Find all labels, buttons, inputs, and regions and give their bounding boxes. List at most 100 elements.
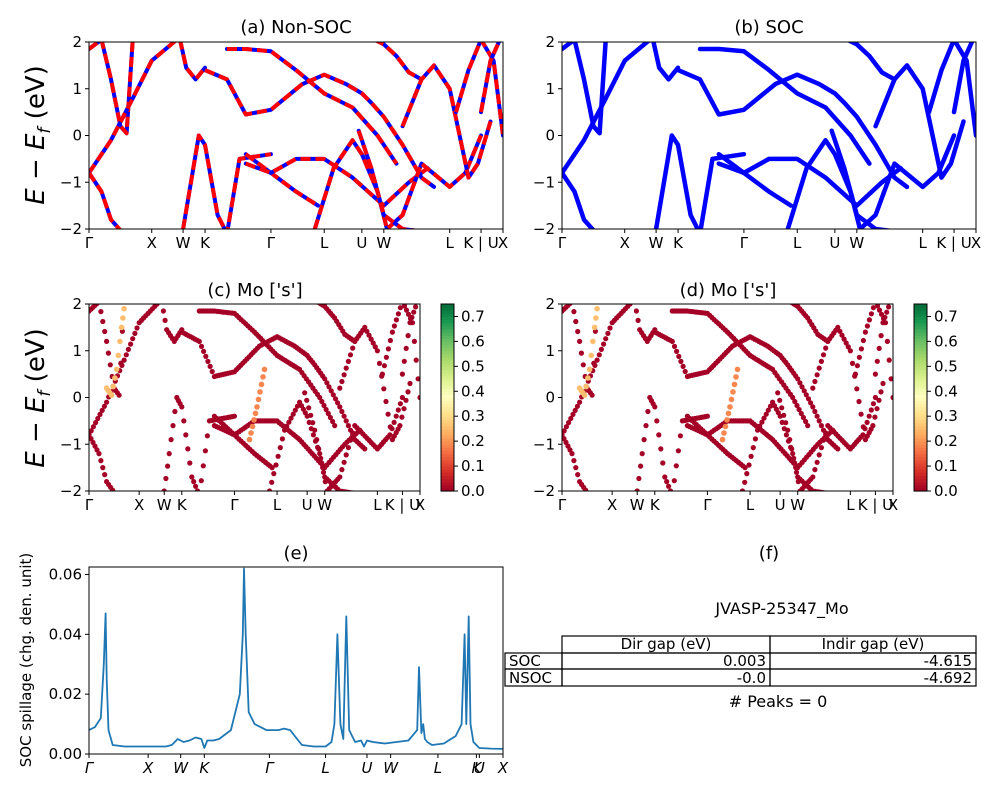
- table-cell-nsoc-indir: -4.692: [924, 669, 972, 687]
- projection-point: [820, 437, 827, 443]
- projection-point: [292, 407, 298, 413]
- gap-table: Dir gap (eV) Indir gap (eV) SOC 0.003 -4…: [504, 635, 977, 687]
- colorbar-tick-label: 0.1: [934, 457, 958, 475]
- colorbar-segment: [441, 425, 454, 430]
- y-tick-label: 1: [545, 80, 555, 98]
- projection-point-highlight: [725, 410, 732, 417]
- projection-point-highlight: [590, 338, 596, 345]
- projection-point: [105, 350, 111, 356]
- projection-point: [168, 437, 174, 443]
- projection-point: [607, 325, 613, 331]
- colorbar-segment: [914, 304, 927, 308]
- colorbar-segment: [914, 391, 927, 395]
- projection-point-highlight: [588, 352, 595, 359]
- y-tick-label: −2: [533, 482, 555, 500]
- colorbar-segment: [441, 322, 454, 327]
- projection-point: [635, 297, 640, 302]
- x-tick-label: Γ: [85, 496, 94, 514]
- table-cell: [769, 668, 977, 687]
- projection-point: [376, 360, 383, 366]
- projection-point: [566, 420, 572, 426]
- projection-point: [864, 323, 871, 329]
- projection-point-highlight: [113, 366, 120, 373]
- projection-point: [675, 448, 682, 454]
- colorbar-tick-label: 0.0: [934, 482, 958, 500]
- projection-point: [567, 304, 573, 307]
- projection-point-highlight: [583, 383, 589, 390]
- y-tick-label: 1: [545, 342, 555, 360]
- projection-point: [818, 423, 825, 429]
- x-tick-label: W: [849, 234, 864, 252]
- colorbar-segment: [441, 450, 454, 455]
- projection-point: [374, 348, 380, 354]
- colorbar-segment: [914, 419, 927, 424]
- projection-point: [320, 465, 326, 471]
- colorbar-segment: [914, 313, 927, 318]
- projection-point: [96, 451, 102, 457]
- colorbar-segment: [914, 332, 927, 336]
- projection-point: [739, 488, 746, 491]
- band-line-dashed: [356, 130, 420, 229]
- projection-point: [757, 423, 763, 429]
- colorbar-segment: [914, 307, 927, 311]
- colorbar-segment: [441, 413, 454, 417]
- colorbar-segment: [914, 319, 927, 324]
- panel-d-title: (d) Mo ['s']: [680, 280, 777, 301]
- projection-point: [100, 465, 106, 471]
- projection-point: [397, 401, 403, 407]
- colorbar-segment: [914, 394, 927, 399]
- projection-point-highlight: [258, 381, 265, 388]
- x-tick-label: L: [846, 496, 855, 514]
- projection-point: [288, 415, 294, 421]
- x-tick-label: U: [829, 234, 840, 252]
- projection-point: [200, 463, 206, 469]
- projection-point: [198, 478, 204, 484]
- colorbar-segment: [914, 322, 927, 327]
- projection-point: [803, 418, 809, 425]
- colorbar-segment: [441, 397, 454, 402]
- band-line: [716, 156, 903, 208]
- y-tick-label: 0: [545, 389, 555, 407]
- colorbar-segment: [441, 307, 454, 311]
- projection-point: [800, 414, 807, 421]
- x-tick-label: U: [474, 759, 485, 777]
- y-tick-label: 2: [545, 295, 555, 313]
- projection-point: [364, 328, 370, 334]
- projection-point: [383, 398, 389, 405]
- projection-point: [882, 314, 888, 320]
- colorbar-tick-label: 0.5: [461, 357, 485, 375]
- projection-point: [90, 424, 96, 430]
- y-tick-label: 1: [72, 342, 82, 360]
- projection-point: [350, 430, 356, 436]
- projection-point: [682, 368, 688, 375]
- colorbar: 0.0 0.1 0.2 0.3 0.4 0.5 0.6 0.7: [440, 303, 485, 500]
- projection-point: [417, 394, 420, 401]
- plot-area: [89, 42, 503, 229]
- projection-point: [568, 415, 574, 422]
- x-tick-label: W: [173, 759, 189, 777]
- projection-point: [121, 357, 127, 363]
- colorbar-segment: [914, 450, 927, 455]
- projection-point: [391, 419, 397, 425]
- projection-point: [119, 362, 125, 368]
- projection-point: [849, 360, 856, 366]
- ylabel-spillage: SOC spillage (chg. den. unit): [17, 553, 35, 768]
- peaks-count: # Peaks = 0: [729, 692, 828, 711]
- projection-point: [330, 392, 336, 398]
- projection-point: [345, 445, 351, 451]
- projection-point: [847, 348, 854, 354]
- projection-point: [792, 460, 798, 466]
- projection-point: [777, 397, 783, 403]
- y-tick-label: −2: [60, 482, 82, 500]
- projection-point: [750, 445, 756, 451]
- projection-point: [359, 492, 364, 497]
- colorbar-segment: [914, 363, 927, 367]
- projection-point: [381, 363, 387, 369]
- colorbar-segment: [441, 419, 454, 424]
- colorbar-segment: [914, 403, 927, 408]
- panel-a-title: (a) Non-SOC: [240, 17, 351, 38]
- projection-point: [201, 348, 207, 354]
- projection-point: [889, 298, 894, 303]
- colorbar-segment: [914, 472, 927, 477]
